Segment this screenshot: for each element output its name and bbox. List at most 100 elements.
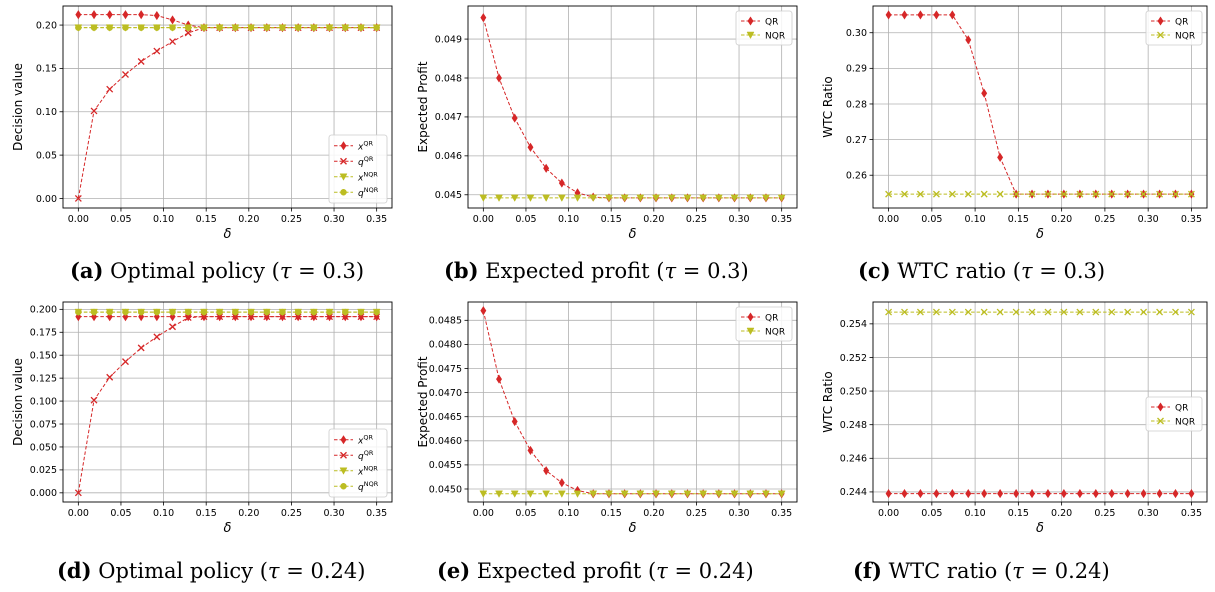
data-point — [510, 490, 519, 498]
data-point — [1188, 489, 1195, 499]
plot-frame — [872, 5, 1208, 209]
data-point — [1076, 308, 1084, 316]
y-tick-label: 0.246 — [840, 454, 867, 465]
data-point — [652, 194, 660, 202]
data-point — [573, 194, 582, 202]
chart-panel-d: 0.00 0.05 0.10 0.15 0.20 0.25 0.30 0.35 0.000 0.0… — [0, 296, 400, 546]
x-tick-label: 0.30 — [1138, 508, 1159, 519]
x-tick-label: 0.30 — [728, 508, 749, 519]
data-point — [184, 29, 192, 37]
data-point — [279, 308, 286, 316]
data-point — [511, 113, 518, 123]
data-point — [527, 142, 534, 152]
x-tick-label: 0.00 — [473, 214, 494, 225]
y-tick-label: 0.175 — [30, 328, 57, 339]
data-point — [479, 490, 488, 498]
y-tick-label: 0.0480 — [429, 340, 462, 351]
caption-e-text: Expected profit — [476, 559, 642, 583]
x-tick-label: 0.30 — [728, 214, 749, 225]
legend-item: QR — [741, 312, 778, 324]
data-point — [247, 24, 255, 31]
y-tick-label: 0.10 — [36, 107, 57, 118]
grid — [468, 302, 797, 502]
x-tick-label: 0.25 — [686, 214, 707, 225]
data-point — [496, 73, 502, 83]
data-point — [122, 10, 129, 20]
legend-item: xNQR — [334, 170, 378, 183]
plot-frame — [872, 301, 1208, 503]
legend-label: QR — [1175, 18, 1188, 28]
data-point — [200, 24, 208, 31]
data-point — [949, 10, 956, 20]
data-point — [510, 194, 519, 202]
x-tick-label: 0.10 — [558, 214, 579, 225]
data-point — [1187, 190, 1195, 198]
legend-item: qNQR — [334, 186, 379, 199]
x-axis-label: δ — [224, 227, 232, 242]
data-point — [480, 306, 487, 316]
y-tick-label: 0.29 — [846, 64, 867, 75]
series-line — [77, 316, 377, 493]
data-point — [74, 195, 82, 202]
plot-frame — [467, 301, 798, 503]
legend-marker — [340, 435, 347, 445]
data-point — [527, 445, 534, 455]
data-point — [980, 190, 988, 198]
data-point — [652, 490, 660, 498]
x-tick-label: 0.15 — [196, 508, 217, 519]
data-point — [683, 490, 692, 498]
x-tick-label: 0.10 — [558, 508, 579, 519]
data-point — [636, 490, 645, 498]
caption-a-text: Optimal policy — [110, 259, 265, 283]
data-point — [106, 308, 113, 316]
data-point — [699, 194, 708, 202]
data-point — [543, 163, 550, 173]
data-point — [247, 313, 255, 321]
y-tick-label: 0.050 — [30, 442, 57, 453]
data-point — [294, 308, 302, 316]
data-point — [279, 24, 286, 31]
series-1 — [74, 313, 381, 497]
x-tick-label: 0.20 — [238, 214, 259, 225]
y-tick-label: 0.27 — [846, 135, 867, 146]
legend-item: qQR — [334, 449, 374, 462]
data-point — [279, 313, 286, 321]
data-point — [1092, 308, 1100, 316]
data-point — [1012, 308, 1020, 316]
data-point — [310, 308, 318, 316]
y-tick-label: 0.0455 — [429, 460, 462, 471]
data-point — [263, 24, 271, 31]
series-0 — [885, 489, 1195, 499]
legend-marker — [340, 189, 347, 196]
data-point — [1028, 308, 1036, 316]
data-point — [1187, 308, 1195, 316]
caption-a-tau: 0.3 — [322, 259, 356, 283]
caption-b-label: (b) — [444, 258, 479, 283]
x-tick-label: 0.20 — [1051, 214, 1072, 225]
data-point — [589, 490, 598, 498]
y-axis-label: Expected Profit — [416, 356, 430, 447]
data-point — [122, 24, 129, 31]
y-axis-label: Decision value — [11, 358, 25, 446]
data-point — [169, 323, 176, 331]
y-tick-label: 0.0460 — [429, 436, 462, 447]
y-tick-label: 0.025 — [30, 465, 57, 476]
data-point — [75, 308, 82, 316]
x-tick-label: 0.15 — [601, 508, 622, 519]
data-point — [106, 373, 114, 381]
caption-b: (b) Expected profit (τ = 0.3) — [444, 258, 749, 283]
data-point — [714, 194, 723, 202]
chart-e: 0.00 0.05 0.10 0.15 0.20 0.25 0.30 0.35 0.0450 0.… — [416, 301, 798, 536]
y-tick-label: 0.30 — [846, 28, 867, 39]
legend-label: QR — [1175, 404, 1188, 414]
legend-item: QR — [1151, 16, 1188, 28]
data-point — [777, 194, 786, 202]
legend-label: xNQR — [357, 464, 378, 477]
legend-marker — [340, 141, 347, 151]
data-point — [75, 10, 82, 20]
data-point — [373, 313, 381, 321]
y-tick-label: 0.00 — [36, 194, 57, 205]
data-point — [137, 58, 145, 65]
data-point — [263, 313, 271, 321]
caption-e: (e) Expected profit (τ = 0.24) — [437, 558, 754, 583]
